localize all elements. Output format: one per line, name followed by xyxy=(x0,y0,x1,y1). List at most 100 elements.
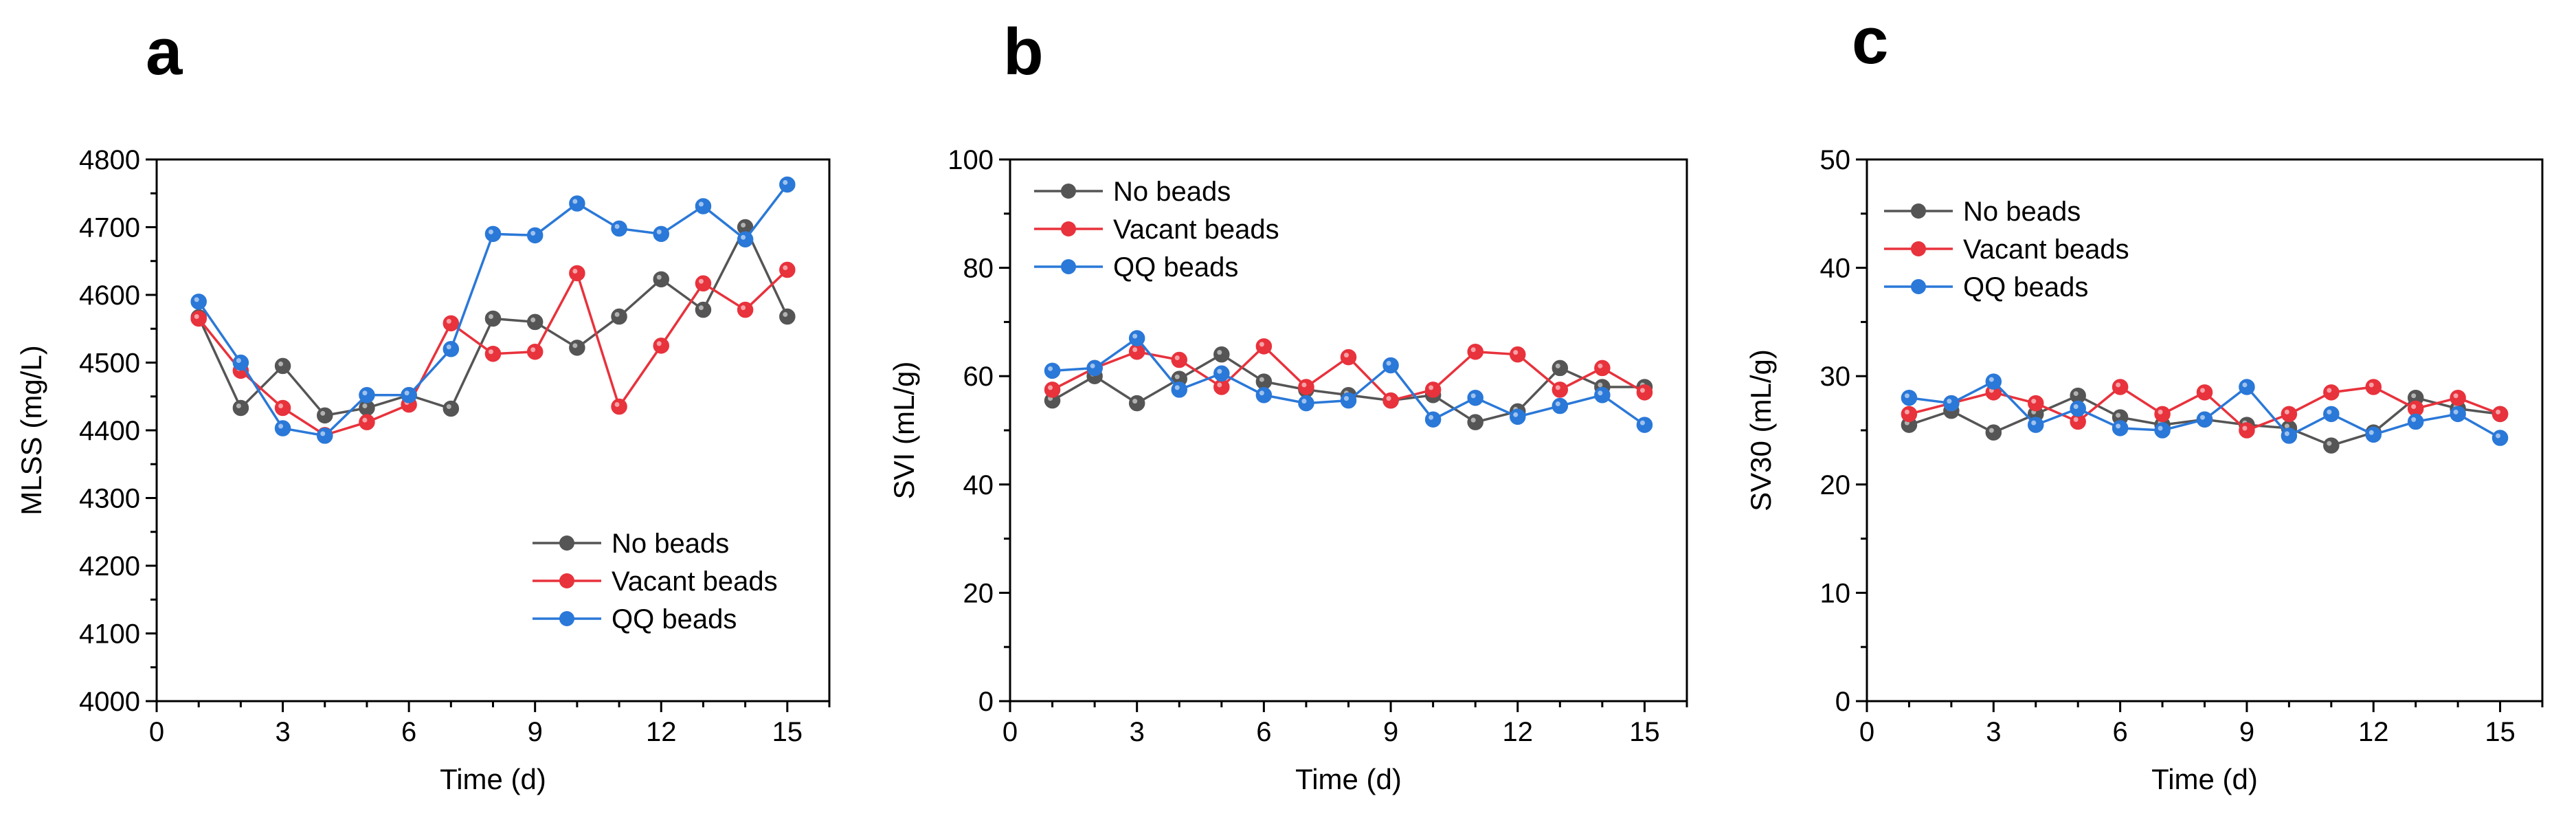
legend-label: QQ beads xyxy=(1113,252,1238,283)
data-point xyxy=(1510,346,1526,363)
data-point xyxy=(2196,411,2213,428)
x-tick-label: 12 xyxy=(1503,717,1534,747)
data-point-highlight xyxy=(1598,363,1603,368)
data-point xyxy=(190,294,207,310)
legend-label: No beads xyxy=(612,529,729,559)
data-point xyxy=(653,338,669,354)
data-point xyxy=(611,398,627,415)
data-point-highlight xyxy=(1470,393,1476,399)
legend-label: No beads xyxy=(1113,177,1231,207)
data-point-highlight xyxy=(1301,382,1307,388)
y-tick-label: 0 xyxy=(978,687,994,717)
data-point xyxy=(1636,384,1653,401)
data-point-highlight xyxy=(1947,399,1952,404)
data-point xyxy=(1382,357,1399,374)
data-point-highlight xyxy=(2368,382,2374,388)
legend-label: Vacant beads xyxy=(1113,214,1279,245)
data-point xyxy=(2112,420,2129,436)
data-point xyxy=(695,275,712,292)
data-point-highlight xyxy=(2411,417,2417,422)
data-point xyxy=(443,400,460,417)
data-point-highlight xyxy=(1217,368,1222,374)
data-point xyxy=(1213,346,1230,363)
y-tick-label: 50 xyxy=(1820,145,1851,175)
y-axis-title: SVI (mL/g) xyxy=(888,362,920,500)
data-point xyxy=(443,341,460,357)
data-point-highlight xyxy=(2116,423,2121,429)
data-point xyxy=(2154,406,2171,423)
legend-marker xyxy=(559,573,574,588)
legend-marker xyxy=(1061,184,1076,199)
data-point xyxy=(1467,343,1483,360)
data-point xyxy=(317,428,333,444)
data-point xyxy=(2154,422,2171,439)
series-vacant-beads xyxy=(1901,379,2509,439)
data-point-highlight xyxy=(1174,385,1180,390)
data-point xyxy=(2196,384,2213,401)
x-tick-label: 9 xyxy=(2239,717,2254,747)
data-point xyxy=(737,231,754,247)
y-tick-label: 20 xyxy=(963,578,994,608)
data-point xyxy=(190,310,207,327)
x-tick-label: 3 xyxy=(275,717,290,747)
legend-marker xyxy=(1061,259,1076,274)
x-tick-label: 15 xyxy=(1629,717,1660,747)
data-point-highlight xyxy=(614,223,620,229)
data-point-highlight xyxy=(614,312,620,318)
data-point xyxy=(1985,373,2002,390)
data-point-highlight xyxy=(194,313,199,319)
data-point-highlight xyxy=(2327,409,2332,414)
data-point-highlight xyxy=(572,343,578,349)
data-point xyxy=(1340,349,1357,366)
data-point-highlight xyxy=(530,317,536,322)
data-point-highlight xyxy=(320,410,326,416)
data-point-highlight xyxy=(783,179,788,185)
data-point-highlight xyxy=(362,403,368,408)
y-tick-label: 4000 xyxy=(79,687,140,717)
data-point xyxy=(653,225,669,243)
plot-frame xyxy=(1009,158,1688,703)
x-tick-label: 6 xyxy=(401,717,416,747)
x-tick-label: 3 xyxy=(1130,717,1145,747)
chart-panel-a: a 0 3 6 9 12 15 4000 4100 4200 4300 4400 4500 4600 470… xyxy=(15,15,831,795)
data-point xyxy=(2365,379,2382,395)
data-point-highlight xyxy=(741,234,746,240)
data-point xyxy=(274,357,291,375)
panel-letter: b xyxy=(1003,15,1044,89)
data-point-highlight xyxy=(1344,396,1349,401)
data-point-highlight xyxy=(1048,385,1053,390)
data-point xyxy=(359,414,375,430)
data-point xyxy=(611,308,627,325)
data-point-highlight xyxy=(2073,404,2079,409)
data-point xyxy=(1086,360,1103,377)
data-point-highlight xyxy=(572,268,578,274)
data-point xyxy=(2028,417,2044,433)
data-point xyxy=(1901,389,1918,406)
data-point xyxy=(1467,389,1483,406)
data-point-highlight xyxy=(446,404,451,409)
data-point-highlight xyxy=(489,349,493,355)
data-point-highlight xyxy=(1174,374,1180,379)
data-point xyxy=(569,340,585,356)
data-point-highlight xyxy=(2116,382,2121,388)
x-tick-label: 9 xyxy=(528,717,543,747)
legend-label: Vacant beads xyxy=(612,566,778,597)
data-point-highlight xyxy=(2158,425,2163,431)
data-point xyxy=(2281,428,2298,444)
data-point-highlight xyxy=(1132,399,1138,404)
data-point xyxy=(526,313,544,331)
legend-marker xyxy=(559,611,574,626)
data-point-highlight xyxy=(1598,390,1603,396)
data-point-highlight xyxy=(362,390,368,396)
data-point xyxy=(359,387,375,404)
data-point-highlight xyxy=(1429,385,1434,390)
data-point-highlight xyxy=(2073,391,2079,397)
data-point-highlight xyxy=(2200,414,2205,420)
y-tick-label: 4100 xyxy=(79,619,140,650)
series-qq-beads xyxy=(1901,373,2509,446)
data-point xyxy=(1213,365,1230,382)
data-point xyxy=(2450,406,2466,423)
data-point xyxy=(2239,379,2255,395)
data-point xyxy=(695,301,712,318)
